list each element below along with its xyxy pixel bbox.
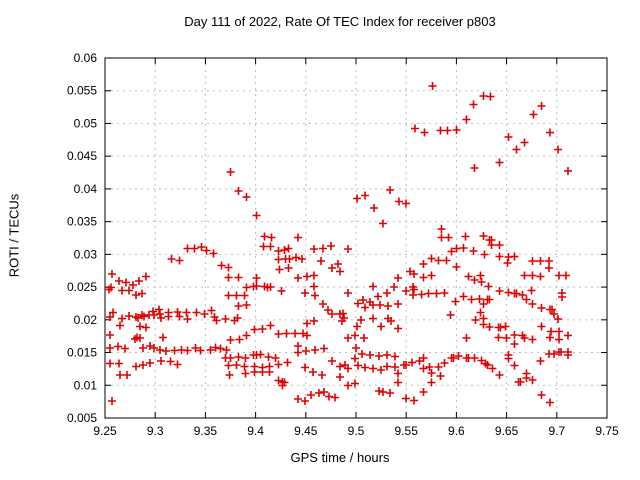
svg-text:0.05: 0.05 — [74, 116, 98, 130]
svg-text:0.055: 0.055 — [67, 84, 97, 98]
svg-text:9.3: 9.3 — [147, 424, 164, 438]
svg-text:9.35: 9.35 — [194, 424, 218, 438]
svg-text:0.04: 0.04 — [74, 182, 98, 196]
y-tick-labels: 0.005 0.01 0.015 0.02 0.025 0.03 0.035 0.04 0.04… — [67, 51, 97, 425]
svg-text:0.005: 0.005 — [67, 411, 97, 425]
svg-text:9.55: 9.55 — [395, 424, 419, 438]
svg-text:9.4: 9.4 — [247, 424, 264, 438]
svg-text:9.25: 9.25 — [93, 424, 117, 438]
svg-text:9.45: 9.45 — [294, 424, 318, 438]
x-axis-label: GPS time / hours — [290, 450, 390, 465]
svg-text:0.06: 0.06 — [74, 51, 98, 65]
plot-border — [104, 57, 608, 419]
svg-text:0.02: 0.02 — [74, 313, 98, 327]
svg-text:0.045: 0.045 — [67, 149, 97, 163]
svg-text:9.65: 9.65 — [495, 424, 519, 438]
svg-text:9.75: 9.75 — [595, 424, 619, 438]
svg-text:9.6: 9.6 — [448, 424, 465, 438]
svg-text:0.035: 0.035 — [67, 215, 97, 229]
svg-text:0.015: 0.015 — [67, 346, 97, 360]
chart-title: Day 111 of 2022, Rate Of TEC Index for r… — [184, 14, 496, 29]
svg-text:0.01: 0.01 — [74, 378, 98, 392]
svg-text:0.025: 0.025 — [67, 280, 97, 294]
svg-text:9.7: 9.7 — [548, 424, 565, 438]
svg-text:0.03: 0.03 — [74, 247, 98, 261]
scatter-points — [105, 82, 572, 407]
svg-text:9.5: 9.5 — [348, 424, 365, 438]
x-tick-labels: 9.25 9.3 9.35 9.4 9.45 9.5 9.55 9.6 9.65 9.7 9.75 — [93, 424, 619, 438]
